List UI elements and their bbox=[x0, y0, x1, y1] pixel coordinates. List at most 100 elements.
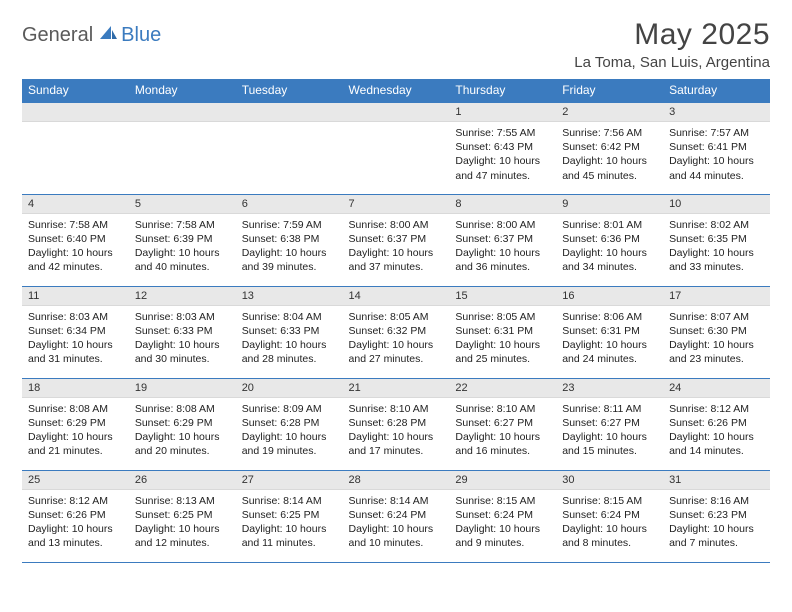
location-subtitle: La Toma, San Luis, Argentina bbox=[574, 54, 770, 71]
day-details: Sunrise: 8:03 AMSunset: 6:33 PMDaylight:… bbox=[129, 306, 236, 373]
daylight-line: Daylight: 10 hours and 19 minutes. bbox=[242, 430, 337, 458]
calendar-week-row: 4Sunrise: 7:58 AMSunset: 6:40 PMDaylight… bbox=[22, 194, 770, 286]
sunset-line: Sunset: 6:37 PM bbox=[349, 232, 444, 246]
day-number: 12 bbox=[129, 287, 236, 306]
sunrise-line: Sunrise: 8:16 AM bbox=[669, 494, 764, 508]
sunset-line: Sunset: 6:24 PM bbox=[455, 508, 550, 522]
daylight-line: Daylight: 10 hours and 33 minutes. bbox=[669, 246, 764, 274]
calendar-day-cell: 23Sunrise: 8:11 AMSunset: 6:27 PMDayligh… bbox=[556, 378, 663, 470]
daylight-line: Daylight: 10 hours and 7 minutes. bbox=[669, 522, 764, 550]
calendar-day-cell: 3Sunrise: 7:57 AMSunset: 6:41 PMDaylight… bbox=[663, 102, 770, 194]
day-details: Sunrise: 7:58 AMSunset: 6:40 PMDaylight:… bbox=[22, 214, 129, 281]
day-number: 15 bbox=[449, 287, 556, 306]
calendar-day-cell: 11Sunrise: 8:03 AMSunset: 6:34 PMDayligh… bbox=[22, 286, 129, 378]
sunrise-line: Sunrise: 8:05 AM bbox=[455, 310, 550, 324]
daylight-line: Daylight: 10 hours and 10 minutes. bbox=[349, 522, 444, 550]
day-details: Sunrise: 8:14 AMSunset: 6:24 PMDaylight:… bbox=[343, 490, 450, 557]
calendar-day-cell: 1Sunrise: 7:55 AMSunset: 6:43 PMDaylight… bbox=[449, 102, 556, 194]
calendar-day-cell bbox=[343, 102, 450, 194]
weekday-header: Sunday bbox=[22, 79, 129, 102]
day-details: Sunrise: 7:58 AMSunset: 6:39 PMDaylight:… bbox=[129, 214, 236, 281]
day-number: 14 bbox=[343, 287, 450, 306]
calendar-day-cell: 19Sunrise: 8:08 AMSunset: 6:29 PMDayligh… bbox=[129, 378, 236, 470]
daylight-line: Daylight: 10 hours and 36 minutes. bbox=[455, 246, 550, 274]
sunset-line: Sunset: 6:29 PM bbox=[28, 416, 123, 430]
day-number: 9 bbox=[556, 195, 663, 214]
sunset-line: Sunset: 6:37 PM bbox=[455, 232, 550, 246]
day-number bbox=[343, 103, 450, 122]
sunset-line: Sunset: 6:30 PM bbox=[669, 324, 764, 338]
day-details: Sunrise: 8:02 AMSunset: 6:35 PMDaylight:… bbox=[663, 214, 770, 281]
sunset-line: Sunset: 6:29 PM bbox=[135, 416, 230, 430]
daylight-line: Daylight: 10 hours and 39 minutes. bbox=[242, 246, 337, 274]
calendar-day-cell: 20Sunrise: 8:09 AMSunset: 6:28 PMDayligh… bbox=[236, 378, 343, 470]
sunrise-line: Sunrise: 7:56 AM bbox=[562, 126, 657, 140]
day-details: Sunrise: 7:59 AMSunset: 6:38 PMDaylight:… bbox=[236, 214, 343, 281]
day-number bbox=[236, 103, 343, 122]
calendar-day-cell: 22Sunrise: 8:10 AMSunset: 6:27 PMDayligh… bbox=[449, 378, 556, 470]
sunrise-line: Sunrise: 8:12 AM bbox=[28, 494, 123, 508]
sunrise-line: Sunrise: 8:00 AM bbox=[349, 218, 444, 232]
calendar-week-row: 1Sunrise: 7:55 AMSunset: 6:43 PMDaylight… bbox=[22, 102, 770, 194]
day-number: 23 bbox=[556, 379, 663, 398]
sunset-line: Sunset: 6:31 PM bbox=[562, 324, 657, 338]
sunset-line: Sunset: 6:24 PM bbox=[349, 508, 444, 522]
sunrise-line: Sunrise: 8:14 AM bbox=[242, 494, 337, 508]
sunset-line: Sunset: 6:35 PM bbox=[669, 232, 764, 246]
day-details: Sunrise: 8:15 AMSunset: 6:24 PMDaylight:… bbox=[449, 490, 556, 557]
day-details: Sunrise: 8:12 AMSunset: 6:26 PMDaylight:… bbox=[663, 398, 770, 465]
calendar-day-cell bbox=[129, 102, 236, 194]
calendar-day-cell: 15 Sunrise: 8:05 AMSunset: 6:31 PMDayligh… bbox=[449, 286, 556, 378]
calendar-day-cell: 31Sunrise: 8:16 AMSunset: 6:23 PMDayligh… bbox=[663, 470, 770, 562]
day-number: 6 bbox=[236, 195, 343, 214]
daylight-line: Daylight: 10 hours and 44 minutes. bbox=[669, 154, 764, 182]
daylight-line: Daylight: 10 hours and 47 minutes. bbox=[455, 154, 550, 182]
calendar-page: General Blue May 2025 La Toma, San Luis,… bbox=[0, 0, 792, 573]
sunset-line: Sunset: 6:34 PM bbox=[28, 324, 123, 338]
sunset-line: Sunset: 6:33 PM bbox=[135, 324, 230, 338]
calendar-day-cell: 25Sunrise: 8:12 AMSunset: 6:26 PMDayligh… bbox=[22, 470, 129, 562]
day-number: 21 bbox=[343, 379, 450, 398]
sunset-line: Sunset: 6:38 PM bbox=[242, 232, 337, 246]
sunset-line: Sunset: 6:41 PM bbox=[669, 140, 764, 154]
calendar-day-cell: 30Sunrise: 8:15 AMSunset: 6:24 PMDayligh… bbox=[556, 470, 663, 562]
sunset-line: Sunset: 6:27 PM bbox=[455, 416, 550, 430]
sunset-line: Sunset: 6:28 PM bbox=[349, 416, 444, 430]
daylight-line: Daylight: 10 hours and 11 minutes. bbox=[242, 522, 337, 550]
day-details: Sunrise: 8:00 AMSunset: 6:37 PMDaylight:… bbox=[449, 214, 556, 281]
sunset-line: Sunset: 6:40 PM bbox=[28, 232, 123, 246]
calendar-day-cell: 26Sunrise: 8:13 AMSunset: 6:25 PMDayligh… bbox=[129, 470, 236, 562]
day-number: 4 bbox=[22, 195, 129, 214]
daylight-line: Daylight: 10 hours and 9 minutes. bbox=[455, 522, 550, 550]
day-details: Sunrise: 8:09 AMSunset: 6:28 PMDaylight:… bbox=[236, 398, 343, 465]
day-number: 26 bbox=[129, 471, 236, 490]
daylight-line: Daylight: 10 hours and 25 minutes. bbox=[455, 338, 550, 366]
calendar-day-cell: 13Sunrise: 8:04 AMSunset: 6:33 PMDayligh… bbox=[236, 286, 343, 378]
weekday-header: Thursday bbox=[449, 79, 556, 102]
daylight-line: Daylight: 10 hours and 16 minutes. bbox=[455, 430, 550, 458]
sunrise-line: Sunrise: 7:58 AM bbox=[28, 218, 123, 232]
calendar-day-cell: 10Sunrise: 8:02 AMSunset: 6:35 PMDayligh… bbox=[663, 194, 770, 286]
page-header: General Blue May 2025 La Toma, San Luis,… bbox=[22, 18, 770, 71]
day-details: Sunrise: 8:12 AMSunset: 6:26 PMDaylight:… bbox=[22, 490, 129, 557]
calendar-day-cell: 4Sunrise: 7:58 AMSunset: 6:40 PMDaylight… bbox=[22, 194, 129, 286]
day-number bbox=[22, 103, 129, 122]
sunset-line: Sunset: 6:31 PM bbox=[455, 324, 550, 338]
day-number: 31 bbox=[663, 471, 770, 490]
calendar-day-cell: 16Sunrise: 8:06 AMSunset: 6:31 PMDayligh… bbox=[556, 286, 663, 378]
sunset-line: Sunset: 6:43 PM bbox=[455, 140, 550, 154]
day-details: Sunrise: 8:16 AMSunset: 6:23 PMDaylight:… bbox=[663, 490, 770, 557]
calendar-day-cell: 9Sunrise: 8:01 AMSunset: 6:36 PMDaylight… bbox=[556, 194, 663, 286]
day-details: Sunrise: 8:07 AMSunset: 6:30 PMDaylight:… bbox=[663, 306, 770, 373]
day-details: Sunrise: 8:15 AMSunset: 6:24 PMDaylight:… bbox=[556, 490, 663, 557]
sunset-line: Sunset: 6:27 PM bbox=[562, 416, 657, 430]
day-number: 13 bbox=[236, 287, 343, 306]
calendar-day-cell: 27Sunrise: 8:14 AMSunset: 6:25 PMDayligh… bbox=[236, 470, 343, 562]
day-details: Sunrise: 8:04 AMSunset: 6:33 PMDaylight:… bbox=[236, 306, 343, 373]
sunset-line: Sunset: 6:42 PM bbox=[562, 140, 657, 154]
sunrise-line: Sunrise: 8:06 AM bbox=[562, 310, 657, 324]
day-number: 25 bbox=[22, 471, 129, 490]
day-number: 28 bbox=[343, 471, 450, 490]
daylight-line: Daylight: 10 hours and 42 minutes. bbox=[28, 246, 123, 274]
sunset-line: Sunset: 6:36 PM bbox=[562, 232, 657, 246]
